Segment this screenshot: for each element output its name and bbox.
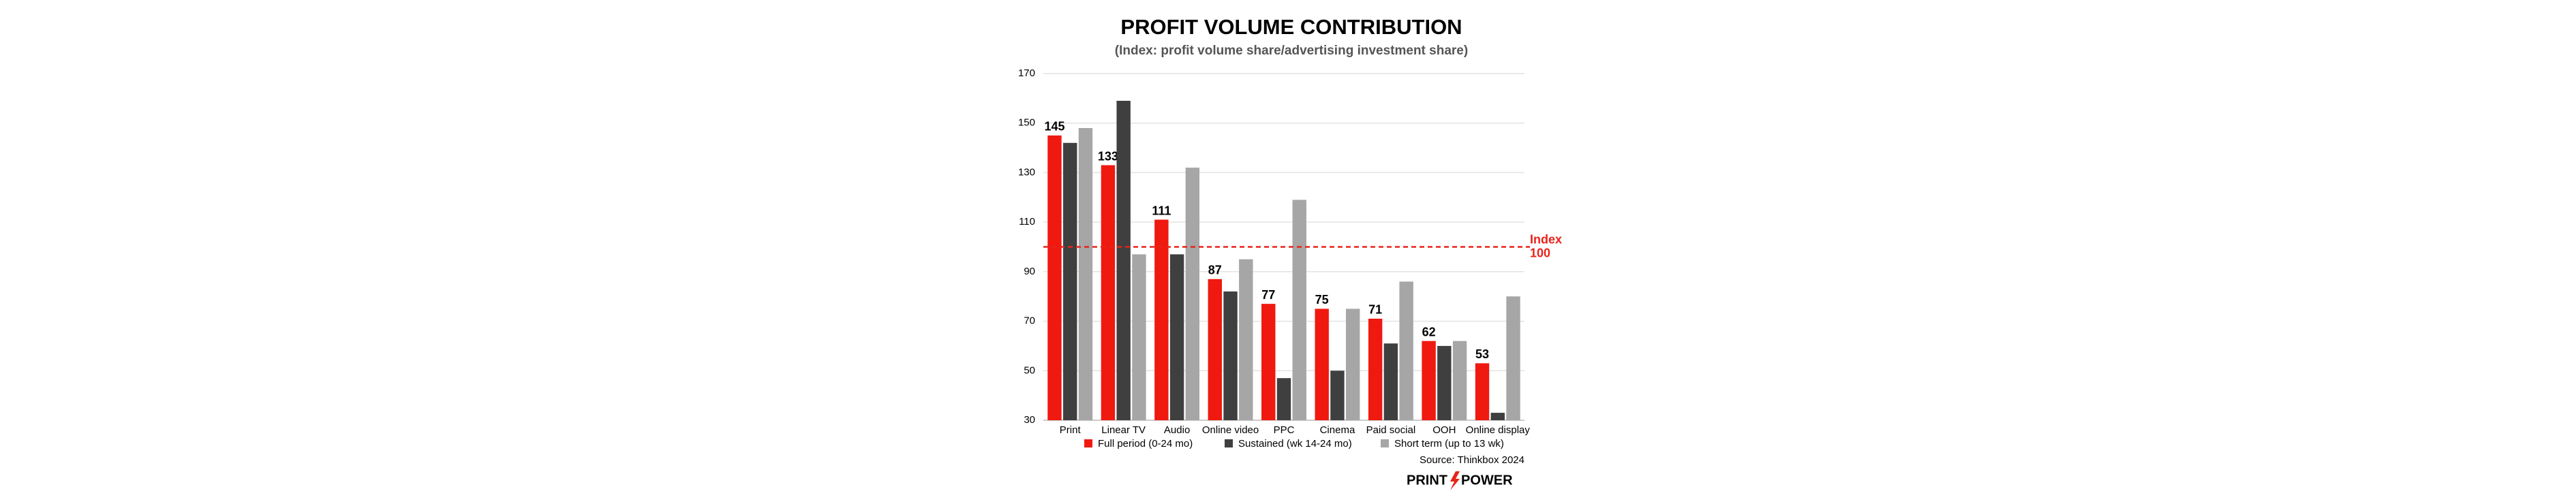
value-label: 111 [1152, 204, 1171, 217]
legend-label: Short term (up to 13 wk) [1394, 438, 1504, 450]
reference-label: 100 [1530, 246, 1550, 259]
bar [1101, 165, 1116, 420]
value-label: 62 [1422, 325, 1436, 338]
x-tick-label: OOH [1432, 424, 1456, 436]
chart-subtitle: (Index: profit volume share/advertising … [1115, 44, 1468, 58]
bar [1315, 309, 1329, 420]
x-tick-label: Online display [1466, 424, 1531, 436]
bar [1047, 135, 1062, 420]
x-tick-label: Online video [1202, 424, 1259, 436]
value-label: 133 [1098, 149, 1118, 163]
bar [1223, 291, 1238, 420]
bar [1154, 219, 1169, 420]
value-label: 145 [1044, 120, 1064, 133]
bar [1169, 254, 1184, 420]
bar [1383, 343, 1398, 420]
bar [1132, 254, 1146, 420]
bar [1078, 127, 1093, 420]
value-label: 53 [1475, 347, 1489, 361]
bar [1475, 363, 1490, 420]
logo-bolt [1450, 471, 1460, 490]
bar [1422, 341, 1436, 420]
y-tick-label: 110 [1019, 216, 1035, 227]
source: Source: Thinkbox 2024 [1420, 454, 1524, 466]
x-tick-label: Paid social [1366, 424, 1416, 436]
value-label: 75 [1315, 293, 1329, 306]
bar [1208, 279, 1223, 420]
bar [1506, 296, 1520, 420]
y-tick-label: 150 [1018, 117, 1035, 129]
bar [1452, 341, 1467, 420]
bar [1399, 281, 1413, 420]
bar [1276, 378, 1291, 420]
x-tick-label: PPC [1274, 424, 1295, 436]
bar [1345, 309, 1360, 420]
x-tick-label: Linear TV [1101, 424, 1146, 436]
bar [1116, 100, 1131, 420]
legend-swatch [1084, 439, 1092, 447]
bar [1063, 142, 1077, 421]
logo-left: PRINT [1407, 473, 1447, 488]
y-tick-label: 70 [1024, 315, 1035, 327]
bar [1437, 345, 1452, 420]
y-tick-label: 90 [1024, 266, 1035, 277]
reference-label: Index [1530, 232, 1562, 246]
logo-right: POWER [1461, 473, 1513, 488]
bar [1261, 304, 1276, 420]
value-label: 71 [1368, 303, 1382, 317]
legend-label: Sustained (wk 14-24 mo) [1238, 438, 1352, 450]
bar [1330, 371, 1345, 420]
legend-label: Full period (0-24 mo) [1098, 438, 1193, 450]
y-tick-label: 50 [1024, 364, 1035, 376]
chart-title: PROFIT VOLUME CONTRIBUTION [1120, 15, 1462, 39]
value-label: 87 [1208, 264, 1222, 277]
legend-swatch [1225, 439, 1233, 447]
bar [1368, 318, 1383, 420]
bar [1292, 200, 1306, 420]
legend-swatch [1381, 439, 1389, 447]
y-tick-label: 30 [1024, 414, 1035, 426]
x-tick-label: Audio [1164, 424, 1190, 436]
bar [1490, 413, 1505, 420]
value-label: 77 [1261, 288, 1275, 302]
x-tick-label: Print [1060, 424, 1082, 436]
bar [1239, 259, 1253, 420]
y-tick-label: 170 [1018, 67, 1035, 79]
bar [1185, 168, 1200, 420]
y-tick-label: 130 [1018, 166, 1035, 178]
x-tick-label: Cinema [1320, 424, 1355, 436]
